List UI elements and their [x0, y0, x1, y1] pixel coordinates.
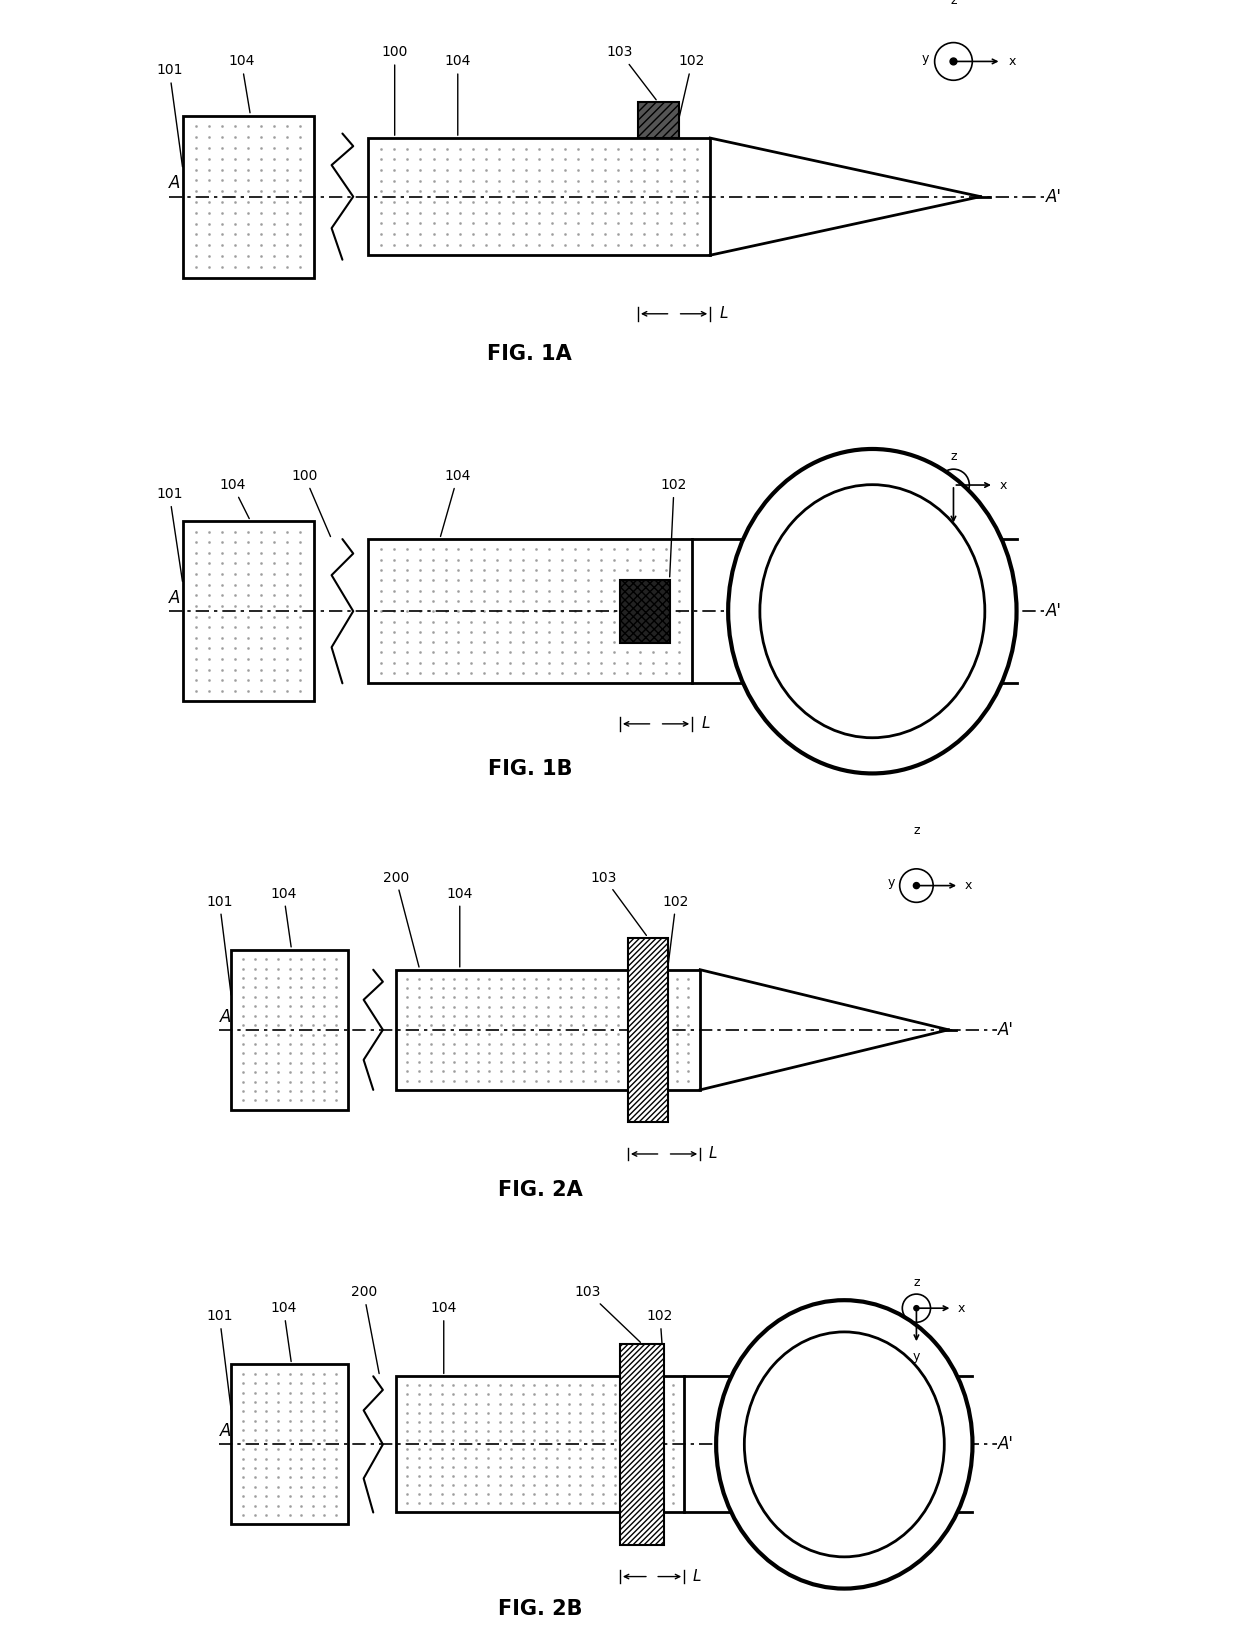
- Text: z: z: [913, 823, 920, 837]
- Text: z: z: [950, 450, 957, 463]
- Text: 102: 102: [680, 54, 706, 118]
- Ellipse shape: [728, 449, 1017, 773]
- Circle shape: [951, 483, 956, 488]
- Text: x: x: [999, 478, 1007, 491]
- Text: 101: 101: [156, 64, 182, 167]
- Circle shape: [914, 882, 920, 889]
- Text: z: z: [913, 1275, 920, 1288]
- Bar: [620, 1344, 665, 1545]
- Text: L: L: [692, 1570, 701, 1585]
- Text: y: y: [950, 532, 957, 545]
- Text: A': A': [998, 1021, 1014, 1039]
- Text: A': A': [1045, 602, 1061, 620]
- Text: z: z: [950, 0, 957, 7]
- Text: x: x: [957, 1301, 965, 1315]
- Text: 104: 104: [219, 478, 249, 519]
- Text: FIG. 2B: FIG. 2B: [497, 1599, 582, 1619]
- Text: 101: 101: [206, 894, 233, 995]
- Text: 104: 104: [270, 1301, 296, 1362]
- Bar: [232, 1364, 347, 1524]
- Bar: [367, 138, 711, 255]
- Ellipse shape: [760, 485, 985, 738]
- Text: x: x: [965, 879, 972, 892]
- Text: 104: 104: [445, 54, 471, 136]
- Text: 103: 103: [590, 871, 646, 935]
- Text: 103: 103: [575, 1285, 640, 1342]
- Bar: [367, 539, 692, 683]
- Ellipse shape: [744, 1333, 945, 1557]
- Text: L: L: [708, 1146, 717, 1162]
- Bar: [620, 579, 670, 643]
- Text: y: y: [888, 876, 895, 889]
- Text: FIG. 2A: FIG. 2A: [497, 1180, 583, 1200]
- Bar: [627, 938, 668, 1121]
- Text: 104: 104: [270, 887, 296, 946]
- Text: 102: 102: [647, 1310, 673, 1370]
- Text: x: x: [1008, 56, 1016, 67]
- Text: L: L: [701, 717, 709, 732]
- Text: FIG. 1B: FIG. 1B: [487, 760, 572, 779]
- Text: 103: 103: [606, 46, 656, 100]
- Text: 102: 102: [663, 894, 689, 963]
- Text: FIG. 1A: FIG. 1A: [487, 344, 572, 365]
- Bar: [182, 521, 314, 701]
- Bar: [627, 938, 668, 1121]
- Text: 104: 104: [446, 887, 472, 967]
- Text: L: L: [719, 306, 728, 321]
- Text: 100: 100: [291, 470, 331, 537]
- Text: 200: 200: [383, 871, 419, 967]
- Text: A': A': [998, 1436, 1014, 1454]
- Text: 101: 101: [156, 488, 182, 581]
- Text: 101: 101: [206, 1310, 233, 1409]
- Ellipse shape: [717, 1300, 972, 1588]
- Text: 104: 104: [440, 470, 471, 537]
- Text: A': A': [1045, 188, 1061, 206]
- Text: A: A: [219, 1008, 231, 1026]
- Text: 200: 200: [351, 1285, 379, 1373]
- Text: A: A: [219, 1423, 231, 1441]
- Bar: [182, 116, 314, 278]
- Text: A: A: [170, 589, 181, 607]
- Circle shape: [914, 1306, 919, 1311]
- Bar: [639, 101, 678, 138]
- Text: y: y: [913, 1351, 920, 1364]
- Text: 104: 104: [228, 54, 254, 113]
- Bar: [396, 1377, 684, 1513]
- Text: y: y: [923, 51, 930, 64]
- Bar: [620, 1344, 665, 1545]
- Text: 104: 104: [430, 1301, 456, 1373]
- Circle shape: [950, 57, 957, 65]
- Bar: [232, 949, 347, 1110]
- Text: 102: 102: [661, 478, 687, 576]
- Bar: [396, 969, 701, 1090]
- Text: 100: 100: [382, 46, 408, 136]
- Text: A: A: [170, 174, 181, 192]
